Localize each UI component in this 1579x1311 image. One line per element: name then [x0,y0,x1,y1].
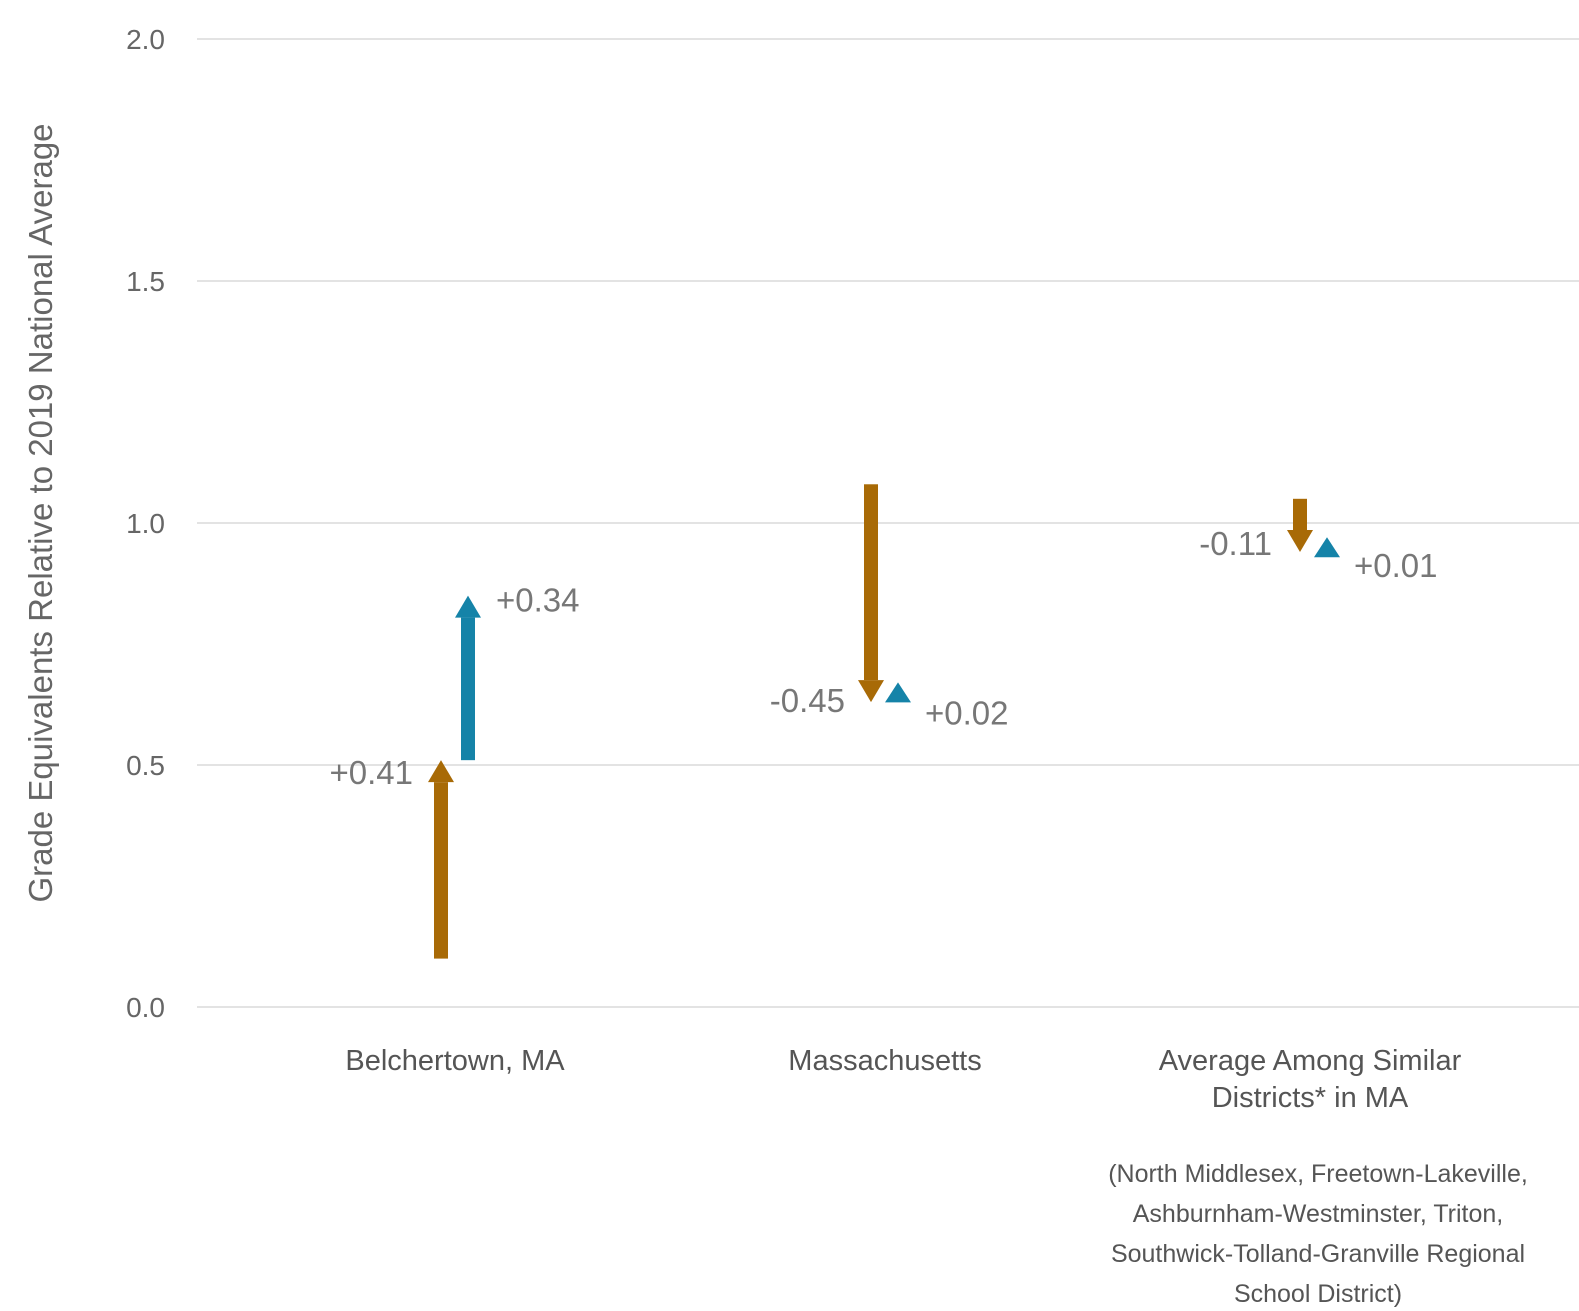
category-label-similar-districts: Average Among Similar Districts* in MA [1159,1045,1462,1114]
decline-arrow-0 [428,760,454,959]
recovery-arrow-2 [1314,537,1340,558]
y-tick-label: 0.5 [126,750,165,781]
data-label: -0.11 [1199,525,1272,562]
data-labels: +0.41 +0.34 -0.45 +0.02 -0.11 +0.01 [330,525,1438,791]
recovery-arrow-0 [455,595,481,761]
data-label: +0.41 [330,754,414,791]
y-axis-label: Grade Equivalents Relative to 2019 Natio… [22,123,59,902]
category-label-massachusetts: Massachusetts [788,1045,981,1077]
data-label: +0.34 [496,582,580,619]
y-tick-labels: 0.0 0.5 1.0 1.5 2.0 [126,24,165,1023]
data-label: +0.01 [1354,547,1438,584]
decline-arrow-1 [858,484,884,703]
data-label: -0.45 [770,682,845,719]
category-label-belchertown: Belchertown, MA [345,1045,565,1077]
recovery-arrow-1 [885,682,911,703]
y-tick-label: 1.0 [126,508,165,539]
arrows [428,484,1340,959]
y-tick-label: 0.0 [126,992,165,1023]
gridlines [197,38,1579,1008]
y-tick-label: 2.0 [126,24,165,55]
decline-arrow-2 [1287,498,1313,553]
similar-districts-footnote: (North Middlesex, Freetown-Lakeville, Ash… [1108,1160,1528,1308]
y-tick-label: 1.5 [126,266,165,297]
data-label: +0.02 [925,694,1009,731]
